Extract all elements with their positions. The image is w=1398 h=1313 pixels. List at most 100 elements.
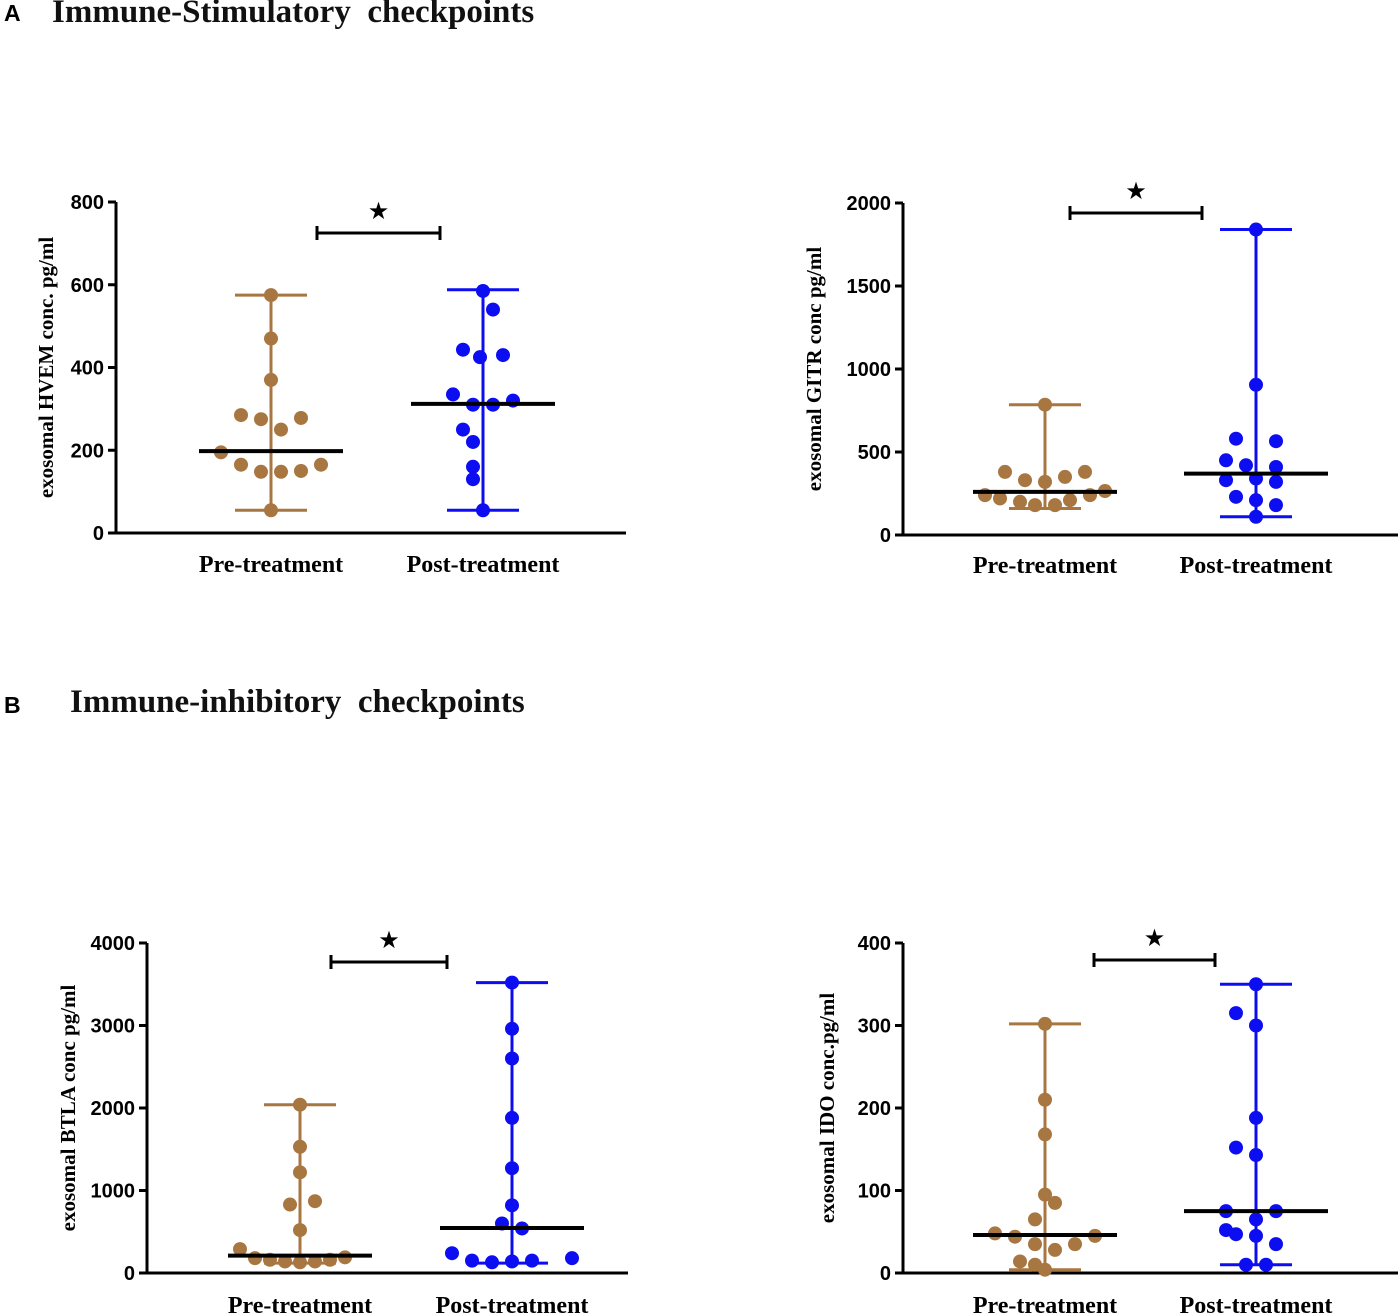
hvem-series0-point: [314, 457, 328, 472]
gitr-series1-point: [1269, 474, 1283, 489]
gitr-x-category-label: Post-treatment: [1180, 553, 1333, 579]
hvem-series0-point: [294, 463, 308, 478]
hvem-series1-point: [456, 342, 470, 357]
hvem-series1-point: [473, 350, 487, 365]
btla-significance-star: ★: [378, 926, 400, 954]
ido-y-tick-label: 400: [858, 933, 891, 955]
btla-series0-point: [248, 1251, 262, 1266]
ido-series1-point: [1249, 977, 1263, 992]
gitr-series1-point: [1249, 509, 1263, 524]
gitr-series1-point: [1219, 453, 1233, 468]
gitr-series0-point: [1028, 498, 1042, 513]
ido-series1-point: [1249, 1228, 1263, 1243]
gitr-series1-point: [1229, 431, 1243, 446]
gitr-series1-point: [1239, 458, 1253, 473]
hvem-series1-point: [496, 348, 510, 363]
hvem-series1-point: [466, 472, 480, 487]
hvem-series1-point: [476, 283, 490, 298]
panel-b-title: Immune-inhibitory checkpoints: [70, 684, 525, 720]
btla-series1-point: [485, 1255, 499, 1270]
btla-series1-point: [505, 1254, 519, 1269]
gitr-series0-point: [1013, 494, 1027, 509]
btla-series1-point: [505, 1110, 519, 1125]
gitr-y-tick-label: 1500: [847, 276, 892, 298]
ido-y-tick-label: 300: [858, 1016, 891, 1038]
btla-series0-point: [308, 1194, 322, 1209]
gitr-y-tick-label: 1000: [847, 359, 892, 381]
hvem-series0-point: [234, 408, 248, 423]
ido-series0-point: [1038, 1187, 1052, 1202]
gitr-series1-point: [1269, 459, 1283, 474]
ido-series0-point: [1028, 1212, 1042, 1227]
btla-y-tick-label: 0: [124, 1263, 135, 1285]
btla-series1-point: [505, 1198, 519, 1213]
panel-a-letter: A: [4, 0, 21, 26]
ido-x-category-label: Pre-treatment: [973, 1293, 1117, 1313]
ido-x-category-label: Post-treatment: [1180, 1293, 1333, 1313]
panel-b-letter: B: [4, 692, 21, 718]
hvem-series1-point: [466, 434, 480, 449]
ido-series1-point: [1229, 1227, 1243, 1242]
ido-series0-point: [1048, 1242, 1062, 1257]
gitr-series0-point: [1038, 474, 1052, 489]
gitr-series1-point: [1249, 493, 1263, 508]
ido-significance-star: ★: [1144, 924, 1166, 952]
btla-series1-point: [505, 1021, 519, 1036]
ido-series0-point: [1048, 1195, 1062, 1210]
ido-series1-point: [1249, 1110, 1263, 1125]
ido-series0-point: [1038, 1016, 1052, 1031]
btla-y-axis-title: exosomal BTLA conc pg/ml: [56, 984, 80, 1231]
ido-series1-point: [1259, 1257, 1273, 1272]
ido-series0-point: [1038, 1092, 1052, 1107]
gitr-x-category-label: Pre-treatment: [973, 553, 1117, 579]
gitr-series1-point: [1249, 222, 1263, 237]
ido-y-tick-label: 200: [858, 1098, 891, 1120]
btla-y-tick-label: 4000: [91, 933, 136, 955]
ido-series1-point: [1229, 1006, 1243, 1021]
hvem-y-axis-title: exosomal HVEM conc. pg/ml: [34, 237, 58, 498]
btla-series1-point: [565, 1251, 579, 1266]
ido-series1-point: [1269, 1237, 1283, 1252]
ido-series0-point: [1028, 1237, 1042, 1252]
btla-series0-point: [293, 1165, 307, 1180]
hvem-series0-point: [234, 457, 248, 472]
ido-y-tick-label: 0: [880, 1263, 891, 1285]
gitr-series0-point: [1063, 493, 1077, 508]
gitr-y-tick-label: 500: [858, 442, 891, 464]
gitr-series1-point: [1249, 377, 1263, 392]
hvem-series0-point: [254, 412, 268, 427]
gitr-y-axis-title: exosomal GITR conc pg/ml: [802, 247, 826, 492]
gitr-series0-point: [1038, 397, 1052, 412]
btla-series1-point: [465, 1253, 479, 1268]
hvem-x-category-label: Pre-treatment: [199, 552, 343, 578]
gitr-series1-point: [1269, 434, 1283, 449]
hvem-series0-point: [274, 422, 288, 437]
btla-series1-point: [525, 1253, 539, 1268]
ido-series0-point: [1013, 1254, 1027, 1269]
gitr-y-tick-label: 0: [880, 525, 891, 547]
gitr-series0-point: [993, 491, 1007, 506]
btla-series0-point: [283, 1197, 297, 1212]
hvem-y-tick-label: 400: [71, 358, 104, 380]
hvem-series0-point: [264, 288, 278, 303]
hvem-x-category-label: Post-treatment: [407, 552, 560, 578]
hvem-y-tick-label: 200: [71, 440, 104, 462]
gitr-series1-point: [1269, 498, 1283, 513]
gitr-series1-point: [1229, 489, 1243, 504]
btla-y-tick-label: 3000: [91, 1016, 136, 1038]
ido-y-axis-title: exosomal IDO conc.pg/ml: [815, 993, 839, 1224]
btla-series0-point: [308, 1254, 322, 1269]
ido-series0-point: [1068, 1237, 1082, 1252]
gitr-series0-point: [1018, 473, 1032, 488]
ido-series1-point: [1229, 1140, 1243, 1155]
btla-x-category-label: Post-treatment: [436, 1293, 589, 1313]
hvem-series0-point: [264, 372, 278, 387]
btla-series0-point: [293, 1139, 307, 1154]
hvem-significance-star: ★: [368, 197, 390, 225]
btla-y-tick-label: 2000: [91, 1098, 136, 1120]
hvem-series0-point: [254, 464, 268, 479]
ido-series0-point: [1038, 1262, 1052, 1277]
hvem-y-tick-label: 600: [71, 275, 104, 297]
hvem-y-tick-label: 0: [93, 523, 104, 545]
